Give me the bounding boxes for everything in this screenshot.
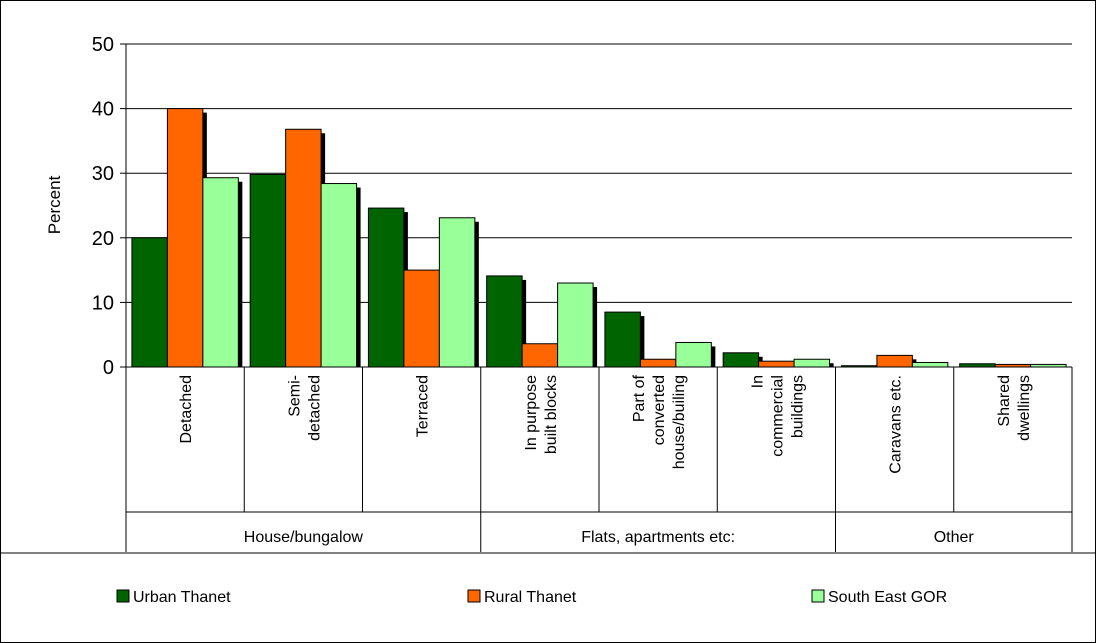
group-label-2: Other <box>934 529 975 546</box>
legend-swatch-0 <box>116 589 130 603</box>
category-label-4: Part of converted house/builing <box>631 374 688 469</box>
category-label-5-line-1: commercial <box>769 375 786 457</box>
bar-1-5 <box>758 360 795 368</box>
category-label-1-line-0: Semi- <box>286 375 303 417</box>
category-label-2: Terraced <box>415 375 432 437</box>
category-label-1: Semi-detached <box>286 375 323 441</box>
category-label-4-line-2: house/builing <box>671 375 688 469</box>
category-label-4-line-1: converted <box>651 375 668 445</box>
plot-area: 0 10 20 30 40 50 Detached Semi-detached Terraced… <box>92 34 1073 552</box>
y-tick-label-40: 40 <box>92 99 114 121</box>
bar-1-6 <box>876 354 913 368</box>
legend-label-0: Urban Thanet <box>133 589 231 606</box>
y-tick-label-50: 50 <box>92 34 114 56</box>
bar-1-2 <box>403 269 440 368</box>
category-label-2-line-0: Terraced <box>415 375 432 437</box>
bar-0-2 <box>367 207 405 368</box>
category-label-1-line-1: detached <box>306 375 323 441</box>
y-tick-label-10: 10 <box>92 292 114 314</box>
category-label-0: Detached <box>178 375 195 444</box>
y-tick-label-30: 30 <box>92 163 114 185</box>
bar-1-3 <box>521 343 559 368</box>
group-label-1: Flats, apartments etc: <box>581 529 735 546</box>
category-label-4-line-0: Part of <box>631 374 648 422</box>
bar-0-1 <box>249 173 287 368</box>
bar-2-2 <box>438 217 476 368</box>
legend-swatch-2 <box>811 589 825 603</box>
legend: Urban Thanet Rural Thanet South East GOR <box>116 589 947 606</box>
category-label-0-line-0: Detached <box>178 375 195 444</box>
bar-0-4 <box>604 311 641 368</box>
y-tick-label-20: 20 <box>92 228 114 250</box>
bar-2-4 <box>675 341 712 368</box>
category-label-3-line-0: In purpose <box>523 375 540 451</box>
category-label-6: Caravans etc. <box>888 375 905 474</box>
category-label-6-line-0: Caravans etc. <box>888 375 905 474</box>
bar-0-3 <box>486 275 523 368</box>
category-label-7-line-0: Shared <box>996 375 1013 427</box>
bar-1-4 <box>639 358 677 368</box>
bar-2-3 <box>557 282 594 368</box>
y-axis-title: Percent <box>45 175 64 234</box>
bar-1-1 <box>285 128 322 368</box>
bar-2-5 <box>793 358 831 368</box>
bar-2-6 <box>911 361 949 368</box>
legend-swatch-1 <box>467 589 481 603</box>
category-label-5-line-2: buildings <box>789 375 806 438</box>
category-label-5: In commercial buildings <box>749 375 806 457</box>
bar-1-0 <box>166 108 204 368</box>
bar-0-5 <box>722 352 760 368</box>
y-tick-label-0: 0 <box>103 357 114 379</box>
category-label-7: Shared dwellings <box>996 375 1033 441</box>
bar-2-0 <box>202 177 239 368</box>
category-label-7-line-1: dwellings <box>1016 375 1033 441</box>
category-label-5-line-0: In <box>749 375 766 388</box>
bar-0-0 <box>131 237 168 368</box>
group-label-0: House/bungalow <box>244 529 364 546</box>
category-label-3: In purpose built blocks <box>523 375 560 454</box>
legend-label-1: Rural Thanet <box>484 589 577 606</box>
bar-2-1 <box>320 183 358 368</box>
legend-label-2: South East GOR <box>828 589 947 606</box>
category-label-3-line-1: built blocks <box>543 375 560 454</box>
